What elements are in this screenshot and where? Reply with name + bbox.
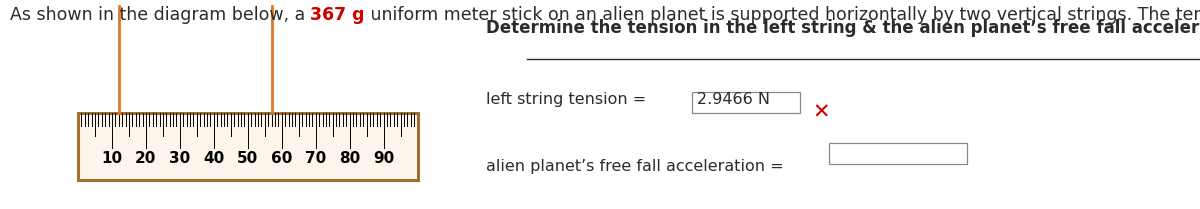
FancyBboxPatch shape: [78, 113, 418, 180]
Text: 80: 80: [340, 151, 360, 166]
Text: 30: 30: [169, 151, 191, 166]
Text: 2.9466 N: 2.9466 N: [697, 92, 770, 107]
Text: 70: 70: [305, 151, 326, 166]
Text: 50: 50: [238, 151, 258, 166]
FancyBboxPatch shape: [692, 92, 800, 113]
Text: As shown in the diagram below, a: As shown in the diagram below, a: [10, 6, 311, 24]
Text: 40: 40: [203, 151, 224, 166]
Text: left string tension =: left string tension =: [486, 92, 652, 107]
FancyBboxPatch shape: [829, 143, 967, 164]
Text: 60: 60: [271, 151, 293, 166]
Text: 367 g: 367 g: [311, 6, 365, 24]
Text: 10: 10: [101, 151, 122, 166]
Text: alien planet’s free fall acceleration =: alien planet’s free fall acceleration =: [486, 159, 788, 174]
Text: uniform meter stick on an alien planet is supported horizontally by two vertical: uniform meter stick on an alien planet i…: [365, 6, 1200, 24]
Text: 20: 20: [136, 151, 157, 166]
Text: ✕: ✕: [812, 103, 829, 123]
Text: 90: 90: [373, 151, 395, 166]
Text: Determine the tension in the left string & the alien planet’s free fall accelera: Determine the tension in the left string…: [486, 19, 1200, 37]
